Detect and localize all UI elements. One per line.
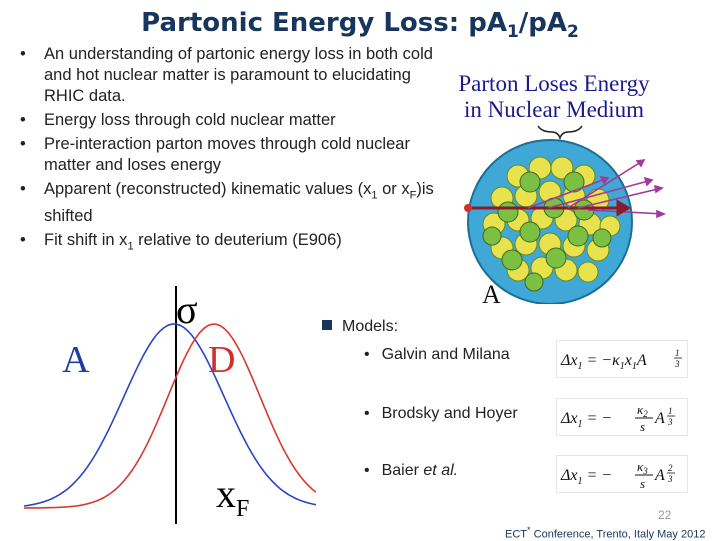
sigma-label: σ [176,287,198,332]
svg-text:κ3: κ3 [637,459,648,476]
xf-label: xF [216,471,250,522]
svg-text:A: A [654,467,665,484]
svg-text:1: 1 [675,348,680,358]
formula-svg: Δx1 = − κ3 s A 23 [560,459,675,491]
curve-d-label: D [208,339,236,381]
curve-a-label: A [62,339,90,381]
svg-text:3: 3 [667,417,673,427]
svg-text:A: A [654,410,665,427]
svg-text:3: 3 [667,474,673,484]
svg-text:Δx1 = −: Δx1 = − [560,410,612,430]
svg-text:Δx1 = −: Δx1 = − [560,467,612,487]
curve-a [24,323,316,507]
slide-title: Partonic Energy Loss: pA1/pA2 [141,8,579,43]
formula-svg: Δx1 = − κ2 s A 13 [560,402,675,434]
formula-svg: Δx1 = −κ1x1A 13 [560,348,682,372]
figure-caption: Parton Loses Energy [458,71,650,96]
svg-text:3: 3 [674,359,680,369]
svg-text:1: 1 [668,406,673,416]
bullet-list: An understanding of partonic energy loss… [12,44,442,261]
nucleus-figure: Parton Loses Energy in Nuclear Medium [438,68,670,309]
distribution-curves [24,286,316,524]
square-bullet-icon [322,320,332,330]
svg-text:2: 2 [668,463,673,473]
nucleus-illustration [464,125,667,304]
svg-text:s: s [640,476,645,491]
footer: ECT* Conference, Trento, Italy May 2012 [505,525,706,541]
page-number: 22 [658,508,672,522]
svg-text:Δx1 = −κ1x1A: Δx1 = −κ1x1A [560,352,647,372]
curve-d [24,323,316,509]
svg-text:s: s [640,419,645,434]
figure-caption: in Nuclear Medium [463,97,645,122]
models-heading: Models: [322,318,398,336]
model-item: • Galvin and Milana [364,346,510,363]
distribution-plot: σ A D xF [24,286,316,524]
bullet-item: An understanding of partonic energy loss… [12,44,442,107]
model-item: • Baier et al. [364,462,459,479]
nucleus-label: A [482,280,501,309]
bullet-item: Pre-interaction parton moves through col… [12,134,442,176]
svg-text:κ2: κ2 [637,402,648,419]
bullet-item: Energy loss through cold nuclear matter [12,110,442,131]
model-item: • Brodsky and Hoyer [364,405,518,422]
bullet-item: Fit shift in x1 relative to deuterium (E… [12,230,442,257]
bullet-item: Apparent (reconstructed) kinematic value… [12,179,442,227]
